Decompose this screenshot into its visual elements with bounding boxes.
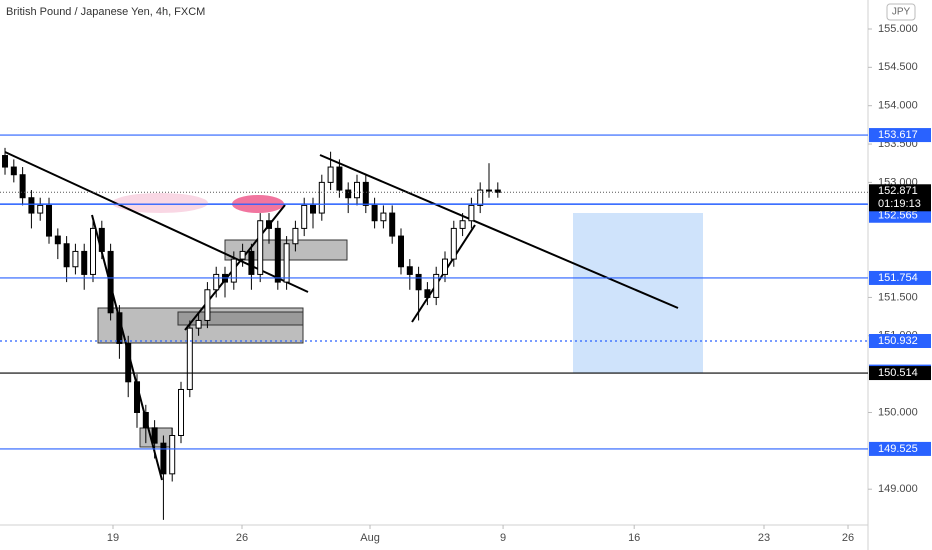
level-label: 151.754 (878, 272, 918, 284)
candle-body (345, 189, 352, 199)
drawings (0, 151, 868, 481)
candle-body (195, 319, 202, 329)
candle-body (292, 227, 299, 245)
candle-body (362, 181, 369, 206)
candle-body (186, 327, 193, 390)
level-label: 149.525 (878, 443, 918, 455)
candle-body (494, 189, 501, 193)
x-tick-label: Aug (360, 532, 380, 544)
level-label-bg (869, 366, 931, 381)
x-tick-label: 16 (628, 532, 640, 544)
candle-body (54, 235, 61, 245)
y-tick-label: 149.000 (878, 483, 918, 495)
candle-body (204, 289, 211, 321)
candle-body (81, 250, 88, 275)
y-tick-label: 155.000 (878, 23, 918, 35)
candle-body (19, 174, 26, 199)
candle-body (327, 166, 334, 183)
level-label-bg (869, 270, 931, 285)
candle-body (310, 204, 317, 214)
candle-body (398, 235, 405, 268)
candle-body (248, 250, 255, 275)
candle-body (424, 289, 431, 298)
candle-body (10, 166, 17, 176)
candle-body (485, 189, 492, 192)
highlight (112, 193, 208, 213)
candle-body (90, 227, 97, 275)
candle-body (380, 212, 387, 222)
level-label-bg (869, 128, 931, 143)
candle-body (125, 342, 132, 383)
candle-body (142, 411, 149, 429)
candle-body (283, 243, 290, 283)
candle-body (160, 442, 167, 475)
candle-body (468, 204, 475, 222)
candle-body (2, 155, 9, 168)
candle-body (450, 227, 457, 260)
y-tick-label: 151.500 (878, 291, 918, 303)
x-tick-label: 26 (236, 532, 248, 544)
candle-body (151, 427, 158, 444)
trend-line (319, 154, 679, 309)
x-tick-label: 26 (842, 532, 854, 544)
level-label-bg (869, 441, 931, 456)
candle-body (406, 266, 413, 275)
candle-body (477, 189, 484, 206)
candle-body (178, 388, 185, 436)
x-tick-label: 9 (500, 532, 506, 544)
candle-body (63, 243, 70, 268)
candles (2, 147, 501, 520)
candle-body (169, 434, 176, 475)
candle-body (371, 204, 378, 222)
level-label-bg (869, 208, 931, 223)
candle-body (107, 250, 114, 314)
currency-badge (886, 3, 916, 21)
candle-body (72, 250, 79, 268)
candle-body (98, 227, 105, 252)
candle-body (134, 381, 141, 413)
candle-body (37, 204, 44, 214)
countdown: 01:19:13 (878, 198, 921, 210)
x-tick-label: 19 (107, 532, 119, 544)
currency: JPY (892, 7, 911, 18)
candle-body (257, 220, 264, 275)
candle-body (336, 166, 343, 191)
target-box (573, 213, 703, 373)
candle-body (389, 212, 396, 237)
level-label: 150.514 (878, 367, 918, 379)
candle-body (266, 220, 273, 229)
candle-body (274, 227, 281, 283)
last-price-bg (869, 184, 931, 212)
level-label: 153.617 (878, 129, 918, 141)
level-label: 150.932 (878, 335, 918, 347)
last-price-label: 152.871 (878, 185, 918, 197)
candle-body (116, 312, 123, 344)
y-tick-label: 154.500 (878, 61, 918, 73)
candle-body (213, 273, 220, 291)
candle-body (230, 258, 237, 283)
candle-body (28, 197, 35, 214)
y-tick-label: 150.000 (878, 406, 918, 418)
candle-body (301, 204, 308, 229)
candle-body (433, 273, 440, 298)
y-tick-label: 154.000 (878, 100, 918, 112)
candle-body (459, 220, 466, 229)
level-label: 152.565 (878, 210, 918, 222)
candle-body (239, 250, 246, 260)
level-label-bg (869, 334, 931, 349)
candle-body (415, 273, 422, 291)
candle-body (318, 181, 325, 214)
candle-body (354, 181, 361, 199)
candle-body (441, 258, 448, 275)
x-tick-label: 23 (758, 532, 770, 544)
candle-body (46, 204, 53, 237)
chart-title: British Pound / Japanese Yen, 4h, FXCM (6, 6, 205, 18)
